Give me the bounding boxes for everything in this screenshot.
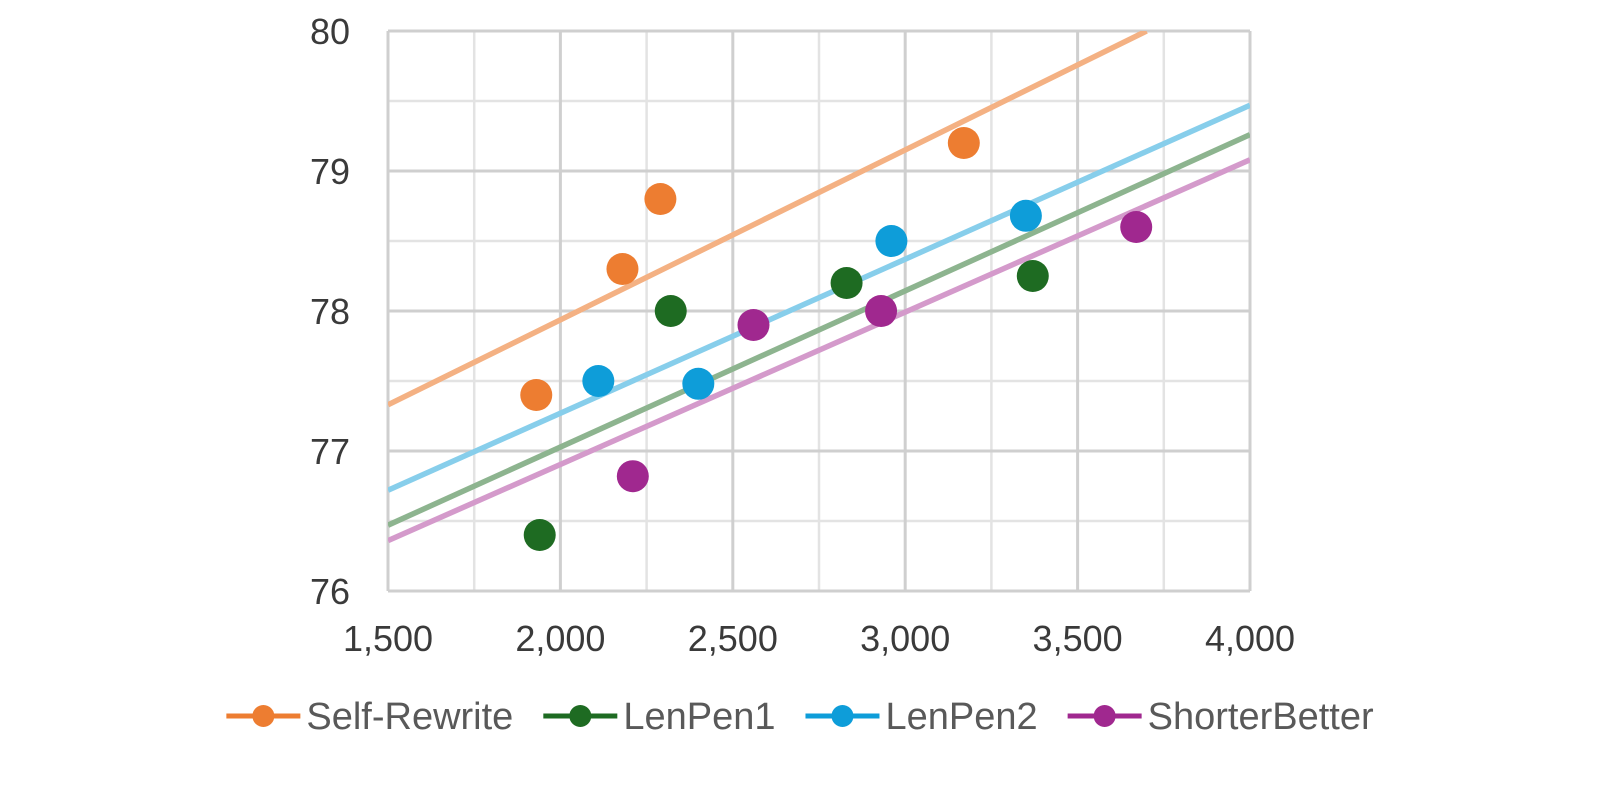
x-tick-label: 4,000 [1205, 618, 1295, 659]
legend-marker-shorterbetter [1093, 705, 1116, 727]
trendlines [388, 31, 1250, 544]
legend-item-shorterbetter: ShorterBetter [1067, 696, 1374, 738]
legend-label-self-rewrite: Self-Rewrite [306, 696, 513, 738]
data-points [520, 127, 1153, 551]
legend-item-lenpen2: LenPen2 [805, 696, 1038, 738]
legend-item-lenpen1: LenPen1 [543, 696, 775, 738]
legend-label-lenpen2: LenPen2 [885, 696, 1037, 738]
trendline-shorterbetter [388, 157, 1250, 544]
axis-labels: 76 77 78 79 80 1,500 2,000 2,500 3,000 3,500 4,000 [310, 11, 1295, 659]
data-point-self-rewrite [520, 379, 553, 411]
y-tick-label: 79 [310, 151, 350, 192]
data-point-lenpen1 [830, 267, 863, 299]
x-tick-label: 2,000 [515, 618, 605, 659]
x-tick-label: 3,000 [860, 618, 950, 659]
legend-label-lenpen1: LenPen1 [623, 696, 775, 738]
legend-marker-lenpen1 [569, 705, 592, 727]
data-point-self-rewrite [606, 253, 639, 285]
y-tick-label: 76 [310, 571, 350, 612]
data-point-lenpen2 [1009, 199, 1042, 232]
legend-marker-lenpen2 [831, 705, 854, 727]
trendline-lenpen2 [388, 102, 1250, 493]
trendline-self-rewrite [388, 31, 1148, 408]
legend-item-self-rewrite: Self-Rewrite [226, 696, 513, 738]
x-tick-label: 3,500 [1033, 618, 1123, 659]
data-point-shorterbetter [616, 460, 649, 493]
data-point-lenpen1 [523, 519, 556, 551]
legend: Self-Rewrite LenPen1 LenPen2 ShorterBetter [226, 696, 1374, 738]
trendline-lenpen1 [388, 132, 1250, 528]
data-point-lenpen2 [582, 365, 615, 397]
data-point-self-rewrite [644, 183, 677, 215]
y-tick-label: 77 [310, 431, 350, 472]
data-point-shorterbetter [737, 309, 770, 341]
data-point-lenpen2 [682, 367, 715, 400]
data-point-lenpen1 [654, 295, 687, 327]
data-point-lenpen2 [875, 225, 908, 257]
data-point-self-rewrite [947, 127, 980, 159]
x-tick-label: 1,500 [343, 618, 433, 659]
data-point-shorterbetter [1120, 211, 1153, 243]
legend-marker-self-rewrite [252, 705, 275, 727]
legend-label-shorterbetter: ShorterBetter [1148, 696, 1374, 738]
grid [386, 29, 1252, 593]
x-tick-label: 2,500 [688, 618, 778, 659]
data-point-lenpen1 [1016, 260, 1049, 292]
y-tick-label: 80 [310, 11, 350, 52]
data-point-shorterbetter [865, 295, 898, 327]
y-tick-label: 78 [310, 291, 350, 332]
